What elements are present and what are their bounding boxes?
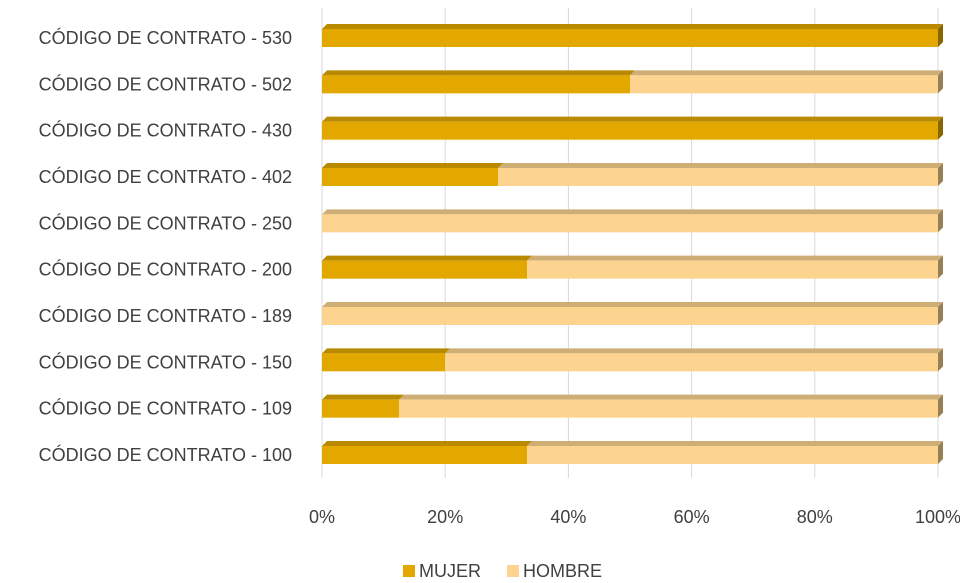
legend: MUJER HOMBRE bbox=[403, 561, 602, 581]
bar-side-6 bbox=[938, 163, 943, 186]
bar-mujer-4 bbox=[322, 260, 528, 279]
bar-top-hombre-5 bbox=[322, 209, 943, 215]
category-label-5: CÓDIGO DE CONTRATO - 250 bbox=[39, 212, 292, 233]
x-tick-label-2: 40% bbox=[550, 507, 586, 527]
bar-hombre-5 bbox=[322, 214, 938, 233]
category-label-4: CÓDIGO DE CONTRATO - 200 bbox=[39, 259, 292, 280]
legend-swatch-hombre bbox=[507, 565, 519, 577]
bar-top-hombre-1 bbox=[399, 394, 943, 400]
category-labels: CÓDIGO DE CONTRATO - 100 CÓDIGO DE CONTRA… bbox=[39, 27, 292, 465]
bar-side-1 bbox=[938, 394, 943, 418]
bar-top-mujer-6 bbox=[322, 163, 504, 168]
bar-side-3 bbox=[938, 302, 943, 325]
legend-swatch-mujer bbox=[403, 565, 415, 577]
bar-side-7 bbox=[938, 116, 943, 140]
x-tick-label-1: 20% bbox=[427, 507, 463, 527]
bar-hombre-3 bbox=[322, 307, 938, 325]
bar-top-mujer-0 bbox=[322, 441, 533, 446]
bars bbox=[322, 24, 943, 464]
bar-mujer-9 bbox=[322, 29, 938, 47]
bar-top-mujer-2 bbox=[322, 348, 451, 354]
bar-top-mujer-8 bbox=[322, 70, 635, 76]
bar-side-4 bbox=[938, 255, 943, 279]
x-tick-label-5: 100% bbox=[915, 507, 960, 527]
bar-top-hombre-8 bbox=[630, 70, 943, 76]
bar-side-8 bbox=[938, 70, 943, 94]
category-label-3: CÓDIGO DE CONTRATO - 189 bbox=[39, 305, 292, 326]
bar-side-2 bbox=[938, 348, 943, 372]
bar-side-0 bbox=[938, 441, 943, 464]
x-axis-ticks: 0% 20% 40% 60% 80% 100% bbox=[309, 507, 960, 527]
bar-hombre-2 bbox=[445, 353, 938, 372]
bar-top-mujer-1 bbox=[322, 394, 404, 400]
bar-side-9 bbox=[938, 24, 943, 47]
bar-top-mujer-4 bbox=[322, 255, 533, 261]
category-label-0: CÓDIGO DE CONTRATO - 100 bbox=[39, 444, 292, 465]
category-label-6: CÓDIGO DE CONTRATO - 402 bbox=[39, 166, 292, 187]
category-label-2: CÓDIGO DE CONTRATO - 150 bbox=[39, 351, 292, 372]
bar-top-hombre-2 bbox=[445, 348, 943, 354]
bar-mujer-8 bbox=[322, 75, 630, 94]
bar-mujer-1 bbox=[322, 399, 399, 418]
category-label-7: CÓDIGO DE CONTRATO - 430 bbox=[39, 120, 292, 141]
bar-mujer-6 bbox=[322, 168, 499, 186]
bar-top-mujer-9 bbox=[322, 24, 943, 29]
category-label-1: CÓDIGO DE CONTRATO - 109 bbox=[39, 398, 292, 419]
x-tick-label-3: 60% bbox=[674, 507, 710, 527]
legend-label-hombre: HOMBRE bbox=[523, 561, 602, 581]
x-tick-label-0: 0% bbox=[309, 507, 335, 527]
bar-top-mujer-7 bbox=[322, 116, 943, 122]
bar-side-5 bbox=[938, 209, 943, 233]
x-tick-label-4: 80% bbox=[797, 507, 833, 527]
bar-top-hombre-4 bbox=[527, 255, 943, 261]
bar-mujer-2 bbox=[322, 353, 446, 372]
bar-mujer-0 bbox=[322, 446, 528, 464]
bar-hombre-0 bbox=[527, 446, 938, 464]
category-label-9: CÓDIGO DE CONTRATO - 530 bbox=[39, 27, 292, 48]
bar-hombre-1 bbox=[399, 399, 938, 418]
bar-hombre-6 bbox=[498, 168, 938, 186]
category-label-8: CÓDIGO DE CONTRATO - 502 bbox=[39, 73, 292, 94]
bar-top-hombre-6 bbox=[498, 163, 943, 168]
bar-top-hombre-3 bbox=[322, 302, 943, 307]
bar-hombre-8 bbox=[630, 75, 938, 94]
bar-hombre-4 bbox=[527, 260, 938, 279]
bar-top-hombre-0 bbox=[527, 441, 943, 446]
bar-mujer-7 bbox=[322, 121, 938, 140]
legend-label-mujer: MUJER bbox=[419, 561, 481, 581]
